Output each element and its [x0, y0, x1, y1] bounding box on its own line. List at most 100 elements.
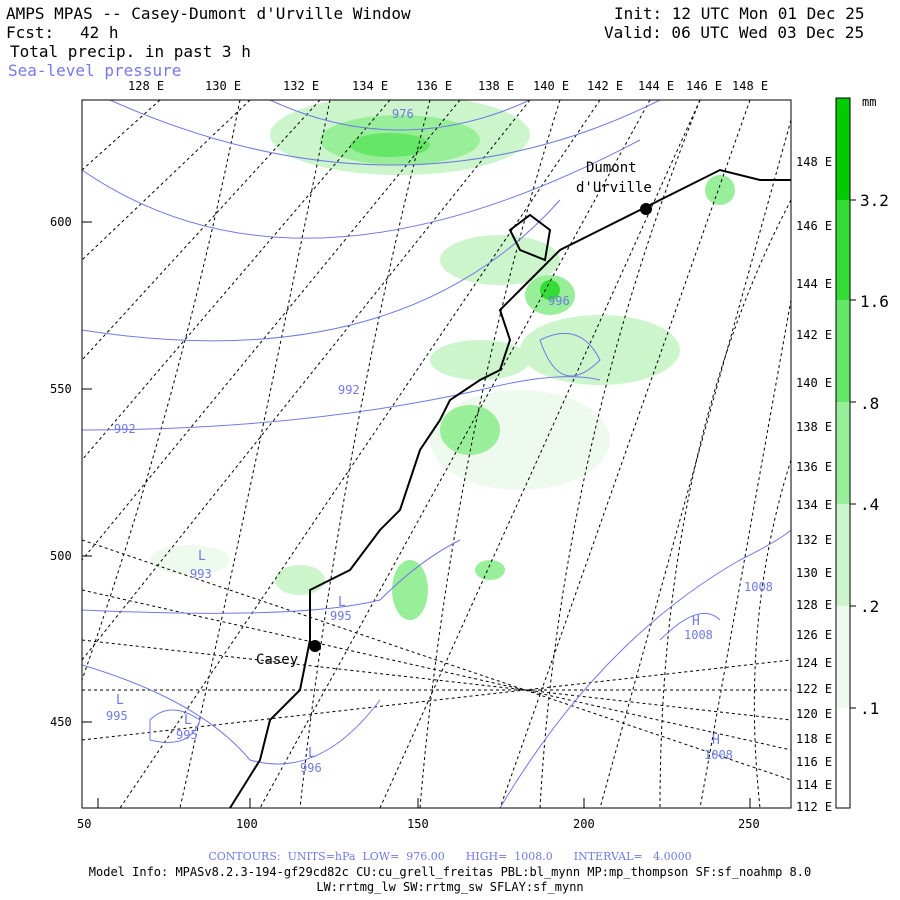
left-ticks	[82, 221, 751, 808]
isobar-1008	[659, 612, 721, 641]
colorbar-unit: mm	[862, 95, 876, 109]
left-y-label: 500	[50, 549, 72, 563]
isobar-loop-a	[149, 709, 201, 743]
top-lon-label: 130 E	[205, 79, 241, 93]
bottom-x-label: 100	[236, 817, 258, 831]
isobar-label: 1008	[684, 628, 713, 642]
low-center: L	[308, 746, 316, 761]
right-lon-label: 130 E	[796, 566, 832, 580]
right-lon-label: 140 E	[796, 376, 832, 390]
right-lon-label: 114 E	[796, 778, 832, 792]
left-y-label: 550	[50, 382, 72, 396]
precip-area-h	[275, 565, 325, 595]
precip-area-g	[392, 560, 428, 620]
right-lon-label: 138 E	[796, 420, 832, 434]
isobar-value-labels: 976 992 992 996 993 995 995 995 996 1008…	[106, 107, 773, 775]
isobar-980	[109, 100, 661, 166]
field-slp-label: Sea-level pressure	[8, 61, 182, 80]
isobar-label: 995	[106, 709, 128, 723]
left-y-labels: 600 550 500 450	[50, 215, 72, 729]
precip-area-k	[150, 545, 230, 575]
right-lon-label: 118 E	[796, 732, 832, 746]
longitude-lines	[82, 100, 791, 808]
precip-area-f	[440, 405, 500, 455]
high-center: H	[712, 733, 720, 748]
top-lon-label: 146 E	[686, 79, 722, 93]
precip-area-a	[440, 235, 560, 285]
isobar-label: 996	[300, 761, 322, 775]
right-lon-label: 136 E	[796, 460, 832, 474]
colorbar-swatch	[836, 200, 850, 300]
dumont-label-2: d'Urville	[576, 180, 652, 196]
colorbar-label: .1	[860, 699, 879, 718]
coastline-peninsula	[508, 213, 552, 262]
casey-label: Casey	[256, 652, 298, 668]
left-y-label: 450	[50, 715, 72, 729]
right-lon-label: 126 E	[796, 628, 832, 642]
top-lon-label: 132 E	[283, 79, 319, 93]
top-lon-labels: 128 E 130 E 132 E 134 E 136 E 138 E 140 …	[128, 79, 768, 93]
right-lon-label: 144 E	[796, 277, 832, 291]
casey-station-marker	[309, 640, 321, 652]
isobar-label: 993	[190, 567, 212, 581]
right-lon-labels: 148 E 146 E 144 E 142 E 140 E 138 E 136 …	[796, 155, 832, 814]
top-lon-label: 144 E	[638, 79, 674, 93]
forecast-hour: 42 h	[80, 23, 119, 42]
colorbar-swatch	[836, 300, 850, 402]
colorbar-label: .8	[860, 394, 879, 413]
top-lon-label: 148 E	[732, 79, 768, 93]
map-frame	[81, 99, 792, 809]
field-precip-label: Total precip. in past 3 h	[10, 42, 251, 61]
top-lon-label: 140 E	[533, 79, 569, 93]
isobar-984	[82, 139, 641, 239]
right-lon-label: 112 E	[796, 800, 832, 814]
colorbar-swatch	[836, 606, 850, 708]
right-lon-label: 116 E	[796, 755, 832, 769]
precip-area-i	[475, 560, 505, 580]
map-content	[82, 100, 791, 808]
dumont-label-1: Dumont	[586, 160, 637, 176]
right-lon-label: 120 E	[796, 707, 832, 721]
top-lon-label: 136 E	[416, 79, 452, 93]
low-center: L	[338, 595, 346, 610]
colorbar-label: .4	[860, 495, 879, 514]
right-lon-label: 128 E	[796, 598, 832, 612]
isobar-1000	[82, 664, 381, 765]
top-lon-label: 142 E	[587, 79, 623, 93]
low-center: L	[184, 713, 192, 728]
low-center: L	[116, 693, 124, 708]
isobar-label: 995	[330, 609, 352, 623]
isobar-label: 996	[548, 294, 570, 308]
bottom-x-label: 50	[77, 817, 91, 831]
isobar-1004	[499, 529, 791, 808]
valid-time: Valid: 06 UTC Wed 03 Dec 25	[604, 23, 865, 42]
isobars	[82, 100, 791, 808]
colorbar-label: .2	[860, 597, 879, 616]
bottom-x-labels: 50 100 150 200 250	[77, 817, 760, 831]
precip-area-j	[705, 175, 735, 205]
bottom-x-label: 200	[573, 817, 595, 831]
right-lon-label: 146 E	[796, 219, 832, 233]
isobar-label: 1008	[704, 748, 733, 762]
pressure-center-labels: L L L L L H H	[116, 549, 720, 761]
map-title: AMPS MPAS -- Casey-Dumont d'Urville Wind…	[6, 4, 411, 23]
right-lon-label: 122 E	[796, 682, 832, 696]
isobar-976	[269, 100, 531, 131]
model-info-line2: LW:rrtmg_lw SW:rrtmg_sw SFLAY:sf_mynn	[316, 880, 584, 894]
isobar-996	[82, 539, 461, 614]
init-time: Init: 12 UTC Mon 01 Dec 25	[614, 4, 865, 23]
top-lon-label: 134 E	[352, 79, 388, 93]
isobar-label: 976	[392, 107, 414, 121]
isobar-label: 992	[114, 422, 136, 436]
isobar-label: 992	[338, 383, 360, 397]
right-lon-label: 124 E	[796, 656, 832, 670]
dumont-station-marker	[640, 203, 652, 215]
isobar-label: 995	[176, 728, 198, 742]
precip-shading	[150, 100, 735, 620]
right-lon-label: 134 E	[796, 498, 832, 512]
bottom-x-label: 250	[738, 817, 760, 831]
bottom-x-label: 150	[407, 817, 429, 831]
colorbar-label: 1.6	[860, 292, 889, 311]
colorbar-swatch	[836, 708, 850, 808]
